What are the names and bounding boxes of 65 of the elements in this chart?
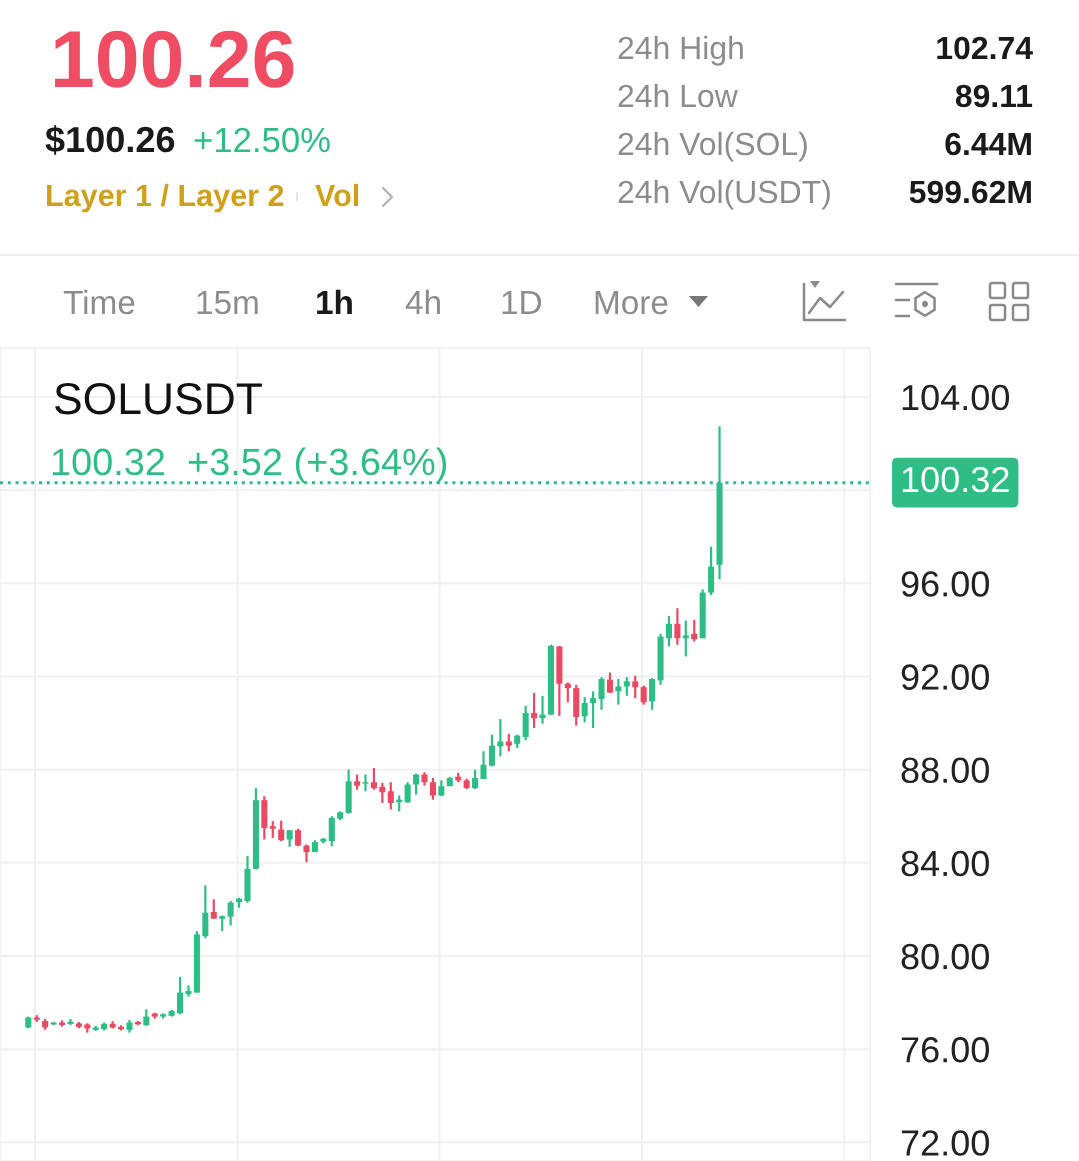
candlestick: [674, 607, 681, 646]
candlestick: [531, 691, 538, 730]
candlestick: [379, 781, 386, 805]
text: 100.26: [55, 30, 294, 88]
y-tick-label: 104.00: [902, 384, 1010, 411]
candlestick: [615, 677, 622, 706]
candlestick: [362, 773, 369, 793]
text: +12.50%: [194, 127, 330, 153]
candlestick: [691, 618, 698, 643]
y-tick-label: 80.00: [901, 943, 989, 970]
candlestick: [598, 676, 605, 711]
text: Vol: [315, 183, 359, 207]
y-tick-label: 92.00: [901, 664, 989, 690]
text: 24h Vol(SOL): [618, 131, 807, 162]
candlestick: [649, 676, 656, 711]
candlestick: [497, 717, 504, 758]
candlestick: [210, 898, 217, 920]
candlestick: [387, 781, 394, 811]
candlestick: [640, 684, 647, 706]
text: 6.44M: [945, 132, 1031, 156]
candlestick: [185, 984, 192, 998]
text: 1h: [317, 289, 352, 314]
candlestick: [539, 694, 546, 725]
candlestick: [590, 690, 597, 730]
candlestick: [623, 676, 630, 697]
y-tick-label: 72.00: [901, 1130, 989, 1156]
text: 1D: [502, 291, 542, 314]
y-tick-label: 96.00: [901, 571, 989, 597]
text: 102.74: [937, 36, 1033, 60]
candlestick: [581, 696, 588, 724]
candlestick: [665, 614, 672, 648]
candlestick: [429, 776, 436, 801]
candlestick: [278, 819, 285, 843]
text: 4h: [405, 289, 440, 314]
candlestick: [522, 704, 529, 742]
y-tick-label: 84.00: [901, 850, 989, 877]
candlestick: [67, 1018, 74, 1027]
candlestick: [413, 772, 420, 796]
text: $100.26: [45, 125, 175, 155]
candlestick: [328, 815, 335, 848]
candlestick: [632, 674, 639, 700]
candlestick: [682, 619, 689, 658]
candlestick: [488, 733, 495, 768]
text: 599.62M: [909, 180, 1031, 204]
text: Time: [63, 289, 135, 315]
candlestick: [177, 975, 184, 1016]
text: 24h Vol(USDT): [618, 179, 830, 210]
text: Layer 1 / Layer 2: [47, 183, 284, 213]
text: 24h High: [618, 35, 743, 66]
text: SOLUSDT: [55, 382, 262, 415]
y-tick-label: 88.00: [901, 757, 989, 784]
candlestick: [472, 768, 479, 791]
ref-line-label: 100.32: [902, 466, 1009, 493]
candlestick: [404, 781, 411, 805]
candlestick: [303, 843, 310, 864]
candlestick: [227, 899, 234, 927]
text: More: [595, 291, 668, 315]
text: 24h Low: [618, 83, 738, 108]
candlestick: [370, 766, 377, 791]
text: 15m: [197, 291, 258, 315]
candlestick: [202, 884, 209, 940]
text: 89.11: [955, 84, 1033, 108]
y-tick-label: 76.00: [901, 1037, 989, 1063]
candlestick: [480, 750, 487, 781]
text: 100.32 +3.52 (+3.64%): [52, 447, 447, 483]
